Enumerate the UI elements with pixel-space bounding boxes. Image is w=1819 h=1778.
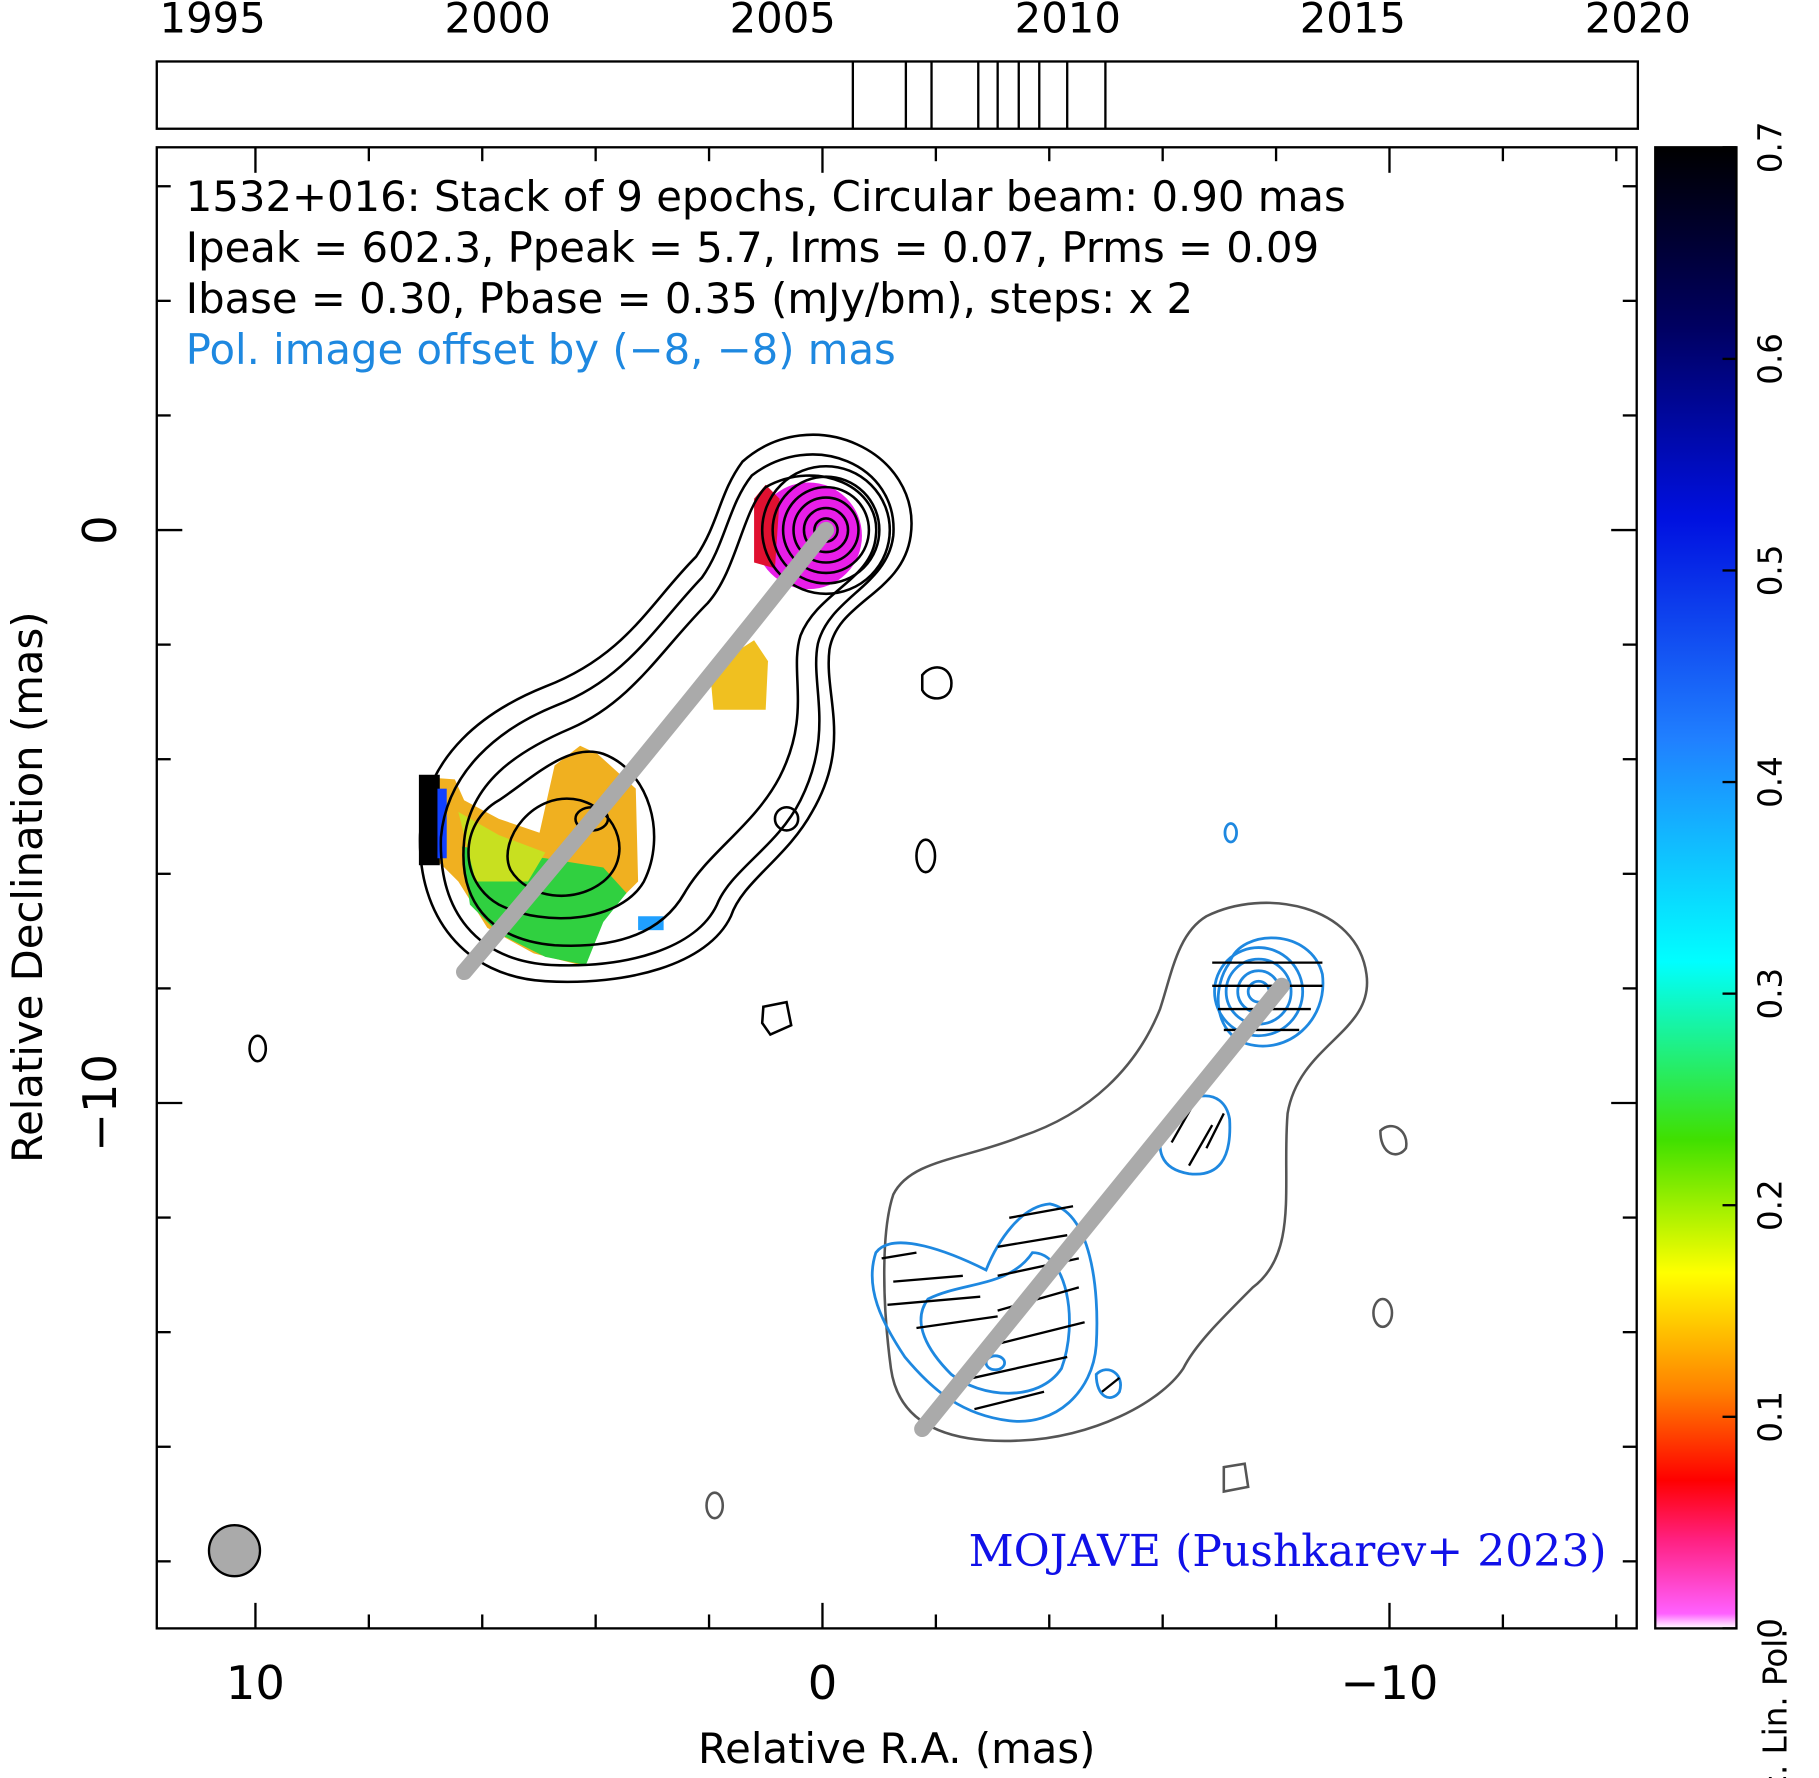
x-tick-label: 2000 [445, 0, 551, 42]
total-intensity-contours [248, 433, 953, 1063]
ridgeline [914, 977, 1290, 1438]
y-tick-label: 0 [73, 515, 127, 545]
plot-frame [155, 146, 1638, 1630]
colorbar [1654, 146, 1738, 1630]
x-axis-label: Relative R.A. (mas) [698, 1724, 1095, 1773]
annotation: Pol. image offset by (−8, −8) mas [186, 325, 896, 374]
colorbar-tick-label: 0.7 [1752, 121, 1790, 173]
credit: MOJAVE (Pushkarev+ 2023) [969, 1526, 1607, 1577]
x-tick-label: 2010 [1015, 0, 1121, 42]
x-tick-label: −10 [1341, 1656, 1439, 1710]
colorbar-tick-label: 0.6 [1752, 333, 1790, 385]
x-tick-label: 2015 [1300, 0, 1406, 42]
colorbar-tick-label: 0.5 [1752, 545, 1790, 597]
beam [207, 1524, 262, 1578]
colorbar-tick-label: 0.3 [1752, 968, 1790, 1020]
x-tick-label: 1995 [160, 0, 266, 42]
x-tick-label: 2020 [1585, 0, 1691, 42]
colorbar-tick-label: 0.4 [1752, 756, 1790, 808]
colorbar-tick-label: 0 [1752, 1618, 1790, 1639]
annotation: Ibase = 0.30, Pbase = 0.35 (mJy/bm), ste… [186, 274, 1193, 323]
colorbar-tick-label: 0.1 [1752, 1391, 1790, 1443]
timeline-frame [155, 60, 1640, 130]
y-axis-label: Relative Declination (mas) [3, 612, 52, 1163]
colorbar-label: Frac. Lin. Pol. [1756, 1628, 1794, 1778]
annotation: Ipeak = 602.3, Ppeak = 5.7, Irms = 0.07,… [186, 223, 1319, 272]
annotation: 1532+016: Stack of 9 epochs, Circular be… [186, 172, 1346, 221]
ridgeline [456, 521, 835, 981]
colorbar-tick-label: 0.2 [1752, 1179, 1790, 1231]
y-tick-label: −10 [73, 1054, 127, 1152]
x-tick-label: 0 [808, 1656, 838, 1710]
x-tick-label: 2005 [730, 0, 836, 42]
x-tick-label: 10 [226, 1656, 285, 1710]
offset-polarization-contours [705, 822, 1408, 1520]
